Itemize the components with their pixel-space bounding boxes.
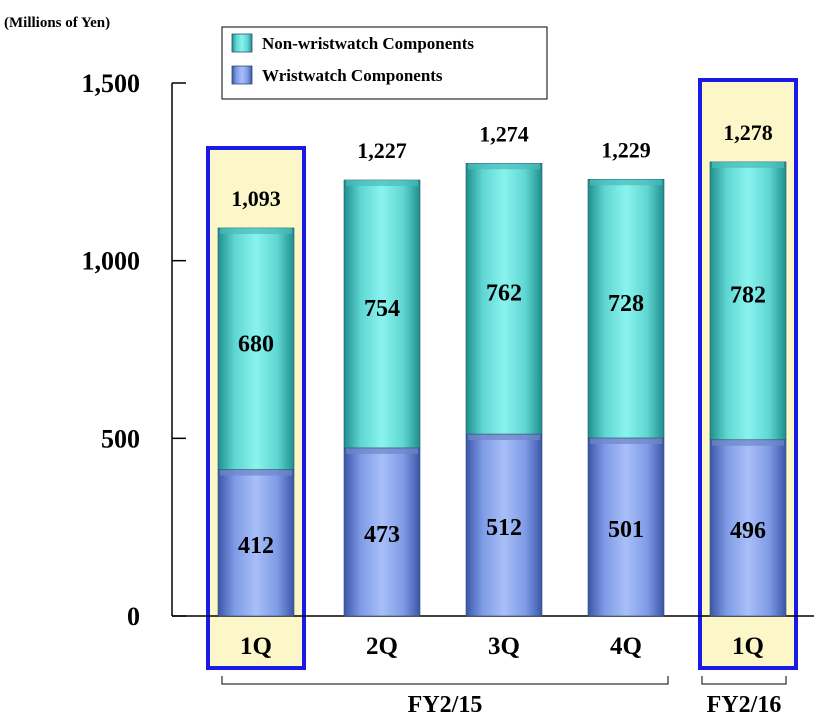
- total-label: 1,227: [357, 138, 407, 163]
- group-bracket: [221, 676, 669, 685]
- bar-wristwatch-cap: [712, 439, 784, 446]
- segment-value-label: 501: [608, 517, 644, 543]
- x-tick-label: 1Q: [732, 633, 764, 660]
- total-label: 1,093: [231, 186, 281, 211]
- bar-non-wristwatch: [343, 179, 421, 449]
- legend-swatch: [231, 33, 253, 53]
- bar-non-wristwatch: [465, 163, 543, 435]
- segment-value-label: 782: [730, 282, 766, 308]
- bar-wristwatch: [587, 437, 665, 617]
- bar-wristwatch: [217, 469, 295, 617]
- bar-non-wristwatch-cap: [220, 227, 292, 234]
- bar-non-wristwatch-cap: [346, 180, 418, 187]
- legend-label: Wristwatch Components: [262, 66, 443, 85]
- bar-wristwatch-cap: [590, 437, 662, 444]
- y-tick-label: 500: [101, 424, 140, 453]
- bar-wristwatch: [465, 433, 543, 617]
- segment-value-label: 680: [238, 332, 274, 358]
- bar-non-wristwatch-cap: [590, 179, 662, 186]
- bar-wristwatch: [709, 439, 787, 617]
- legend-box: [221, 26, 548, 100]
- y-tick-label: 1,500: [82, 69, 141, 98]
- total-label: 1,229: [601, 137, 651, 162]
- group-label: FY2/15: [408, 692, 483, 718]
- group-bracket: [701, 676, 787, 685]
- bar-wristwatch-cap: [346, 447, 418, 454]
- segment-value-label: 754: [364, 296, 400, 322]
- bar-non-wristwatch-cap: [468, 163, 540, 170]
- group-label: FY2/16: [707, 692, 782, 718]
- bar-non-wristwatch: [709, 161, 787, 441]
- y-tick-label: 0: [127, 602, 140, 631]
- x-tick-label: 3Q: [488, 633, 520, 660]
- x-tick-label: 4Q: [610, 633, 642, 660]
- segment-value-label: 728: [608, 291, 644, 317]
- segment-value-label: 762: [486, 281, 522, 307]
- segment-value-label: 412: [238, 533, 274, 559]
- bar-wristwatch: [343, 447, 421, 617]
- bar-non-wristwatch-cap: [712, 161, 784, 168]
- total-label: 1,274: [479, 121, 529, 146]
- segment-value-label: 473: [364, 522, 400, 548]
- y-tick-label: 1,000: [82, 247, 141, 276]
- bar-wristwatch-cap: [220, 469, 292, 476]
- legend-label: Non-wristwatch Components: [262, 34, 474, 53]
- segment-value-label: 512: [486, 515, 522, 541]
- segment-value-label: 496: [730, 518, 766, 544]
- unit-label: (Millions of Yen): [4, 15, 110, 31]
- legend-swatch: [231, 65, 253, 85]
- x-tick-label: 1Q: [240, 633, 272, 660]
- bar-non-wristwatch: [587, 178, 665, 439]
- x-tick-label: 2Q: [366, 633, 398, 660]
- total-label: 1,278: [723, 120, 773, 145]
- bar-wristwatch-cap: [468, 434, 540, 441]
